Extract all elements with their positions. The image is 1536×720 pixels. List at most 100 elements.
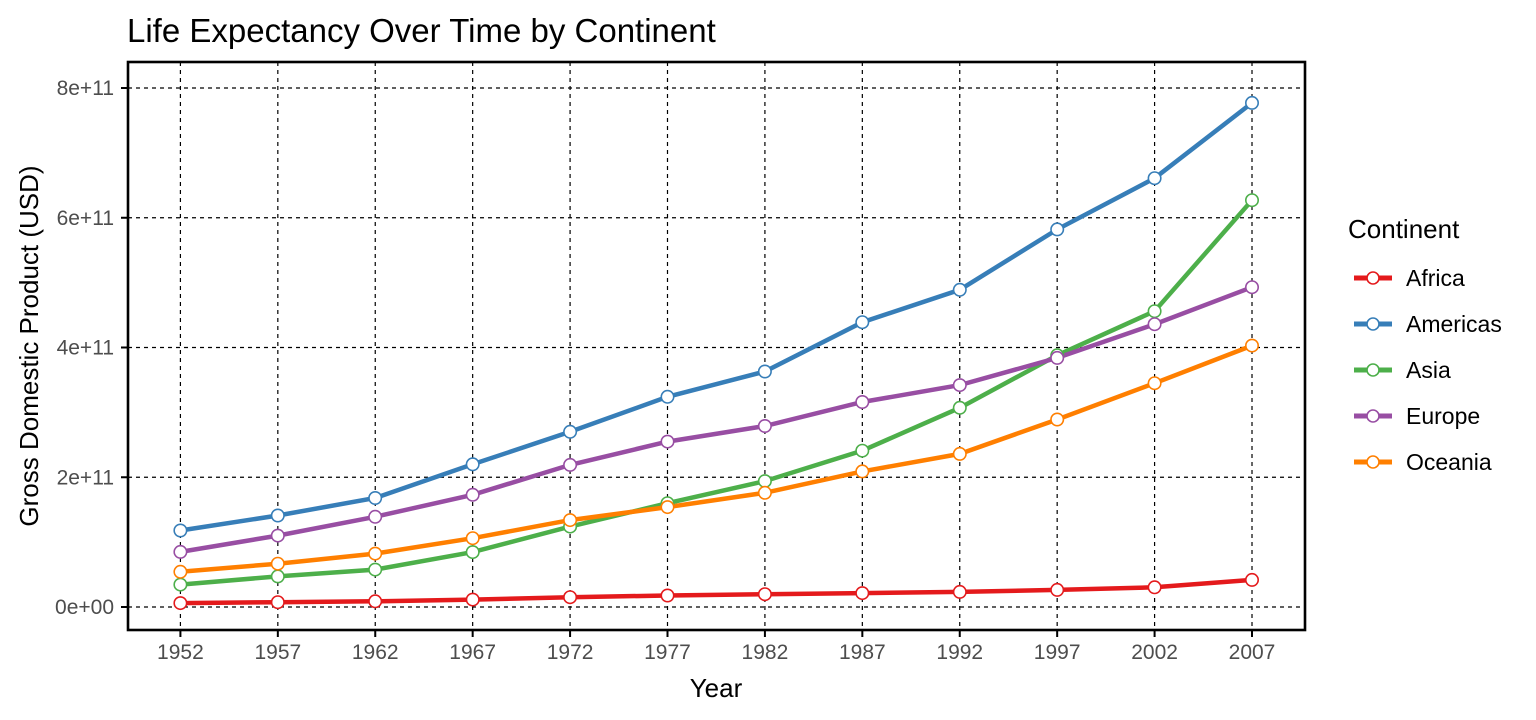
x-tick-label: 2007 xyxy=(1229,641,1276,664)
data-point-americas-1992 xyxy=(952,282,967,297)
data-point-europe-1972 xyxy=(563,457,578,472)
grid-layer xyxy=(128,62,1305,630)
y-tick-label: 6e+11 xyxy=(57,207,114,230)
series-line-oceania xyxy=(180,343,1253,575)
data-point-europe-1977 xyxy=(660,434,675,449)
data-point-americas-1957 xyxy=(270,508,285,523)
data-point-americas-1967 xyxy=(465,457,480,472)
data-point-asia-1952 xyxy=(173,577,188,592)
data-point-americas-2007 xyxy=(1245,95,1260,110)
data-point-europe-1957 xyxy=(270,528,285,543)
data-point-europe-1997 xyxy=(1050,350,1065,365)
data-point-oceania-1977 xyxy=(660,500,675,515)
data-point-oceania-2002 xyxy=(1147,376,1162,391)
series-line-americas xyxy=(180,101,1254,533)
data-point-africa-1962 xyxy=(368,594,383,609)
data-point-europe-1962 xyxy=(368,509,383,524)
series-points-europe xyxy=(173,280,1260,559)
legend-title: Continent xyxy=(1348,214,1460,244)
series-points xyxy=(173,95,1260,611)
data-point-africa-1982 xyxy=(757,587,772,602)
data-point-africa-2007 xyxy=(1245,572,1260,587)
legend-entry-europe: Europe xyxy=(1354,403,1480,429)
data-point-oceania-1992 xyxy=(952,446,967,461)
data-point-asia-1982 xyxy=(757,474,772,489)
panel-border xyxy=(126,60,1307,632)
data-point-americas-1952 xyxy=(173,523,188,538)
series-points-asia xyxy=(173,193,1260,592)
y-tick-label: 8e+11 xyxy=(57,77,114,100)
axis-ticks xyxy=(121,87,1254,637)
data-point-americas-1982 xyxy=(757,364,772,379)
legend-label-americas: Americas xyxy=(1406,311,1502,337)
legend-entry-asia: Asia xyxy=(1354,357,1451,383)
data-point-oceania-1952 xyxy=(173,564,188,579)
series-line-europe xyxy=(180,285,1253,555)
data-point-americas-1972 xyxy=(563,424,578,439)
data-point-africa-1987 xyxy=(855,586,870,601)
data-point-oceania-2007 xyxy=(1245,338,1260,353)
x-tick-label: 1957 xyxy=(254,641,301,664)
series-line-africa xyxy=(180,577,1253,606)
legend-entry-oceania: Oceania xyxy=(1354,449,1492,475)
data-point-oceania-1997 xyxy=(1050,412,1065,427)
data-point-europe-1987 xyxy=(855,394,870,409)
data-point-americas-1987 xyxy=(855,315,870,330)
legend-label-africa: Africa xyxy=(1406,265,1465,291)
x-axis-title: Year xyxy=(690,673,743,703)
data-point-asia-1957 xyxy=(270,569,285,584)
legend-entry-africa: Africa xyxy=(1354,265,1465,291)
legend-label-oceania: Oceania xyxy=(1406,449,1492,475)
data-point-asia-1992 xyxy=(952,400,967,415)
legend-entry-americas: Americas xyxy=(1354,311,1502,337)
y-tick-label: 4e+11 xyxy=(57,337,114,360)
data-point-europe-1967 xyxy=(465,487,480,502)
legend-key-marker-africa xyxy=(1366,271,1380,285)
x-tick-label: 2002 xyxy=(1131,641,1178,664)
x-tick-label: 1992 xyxy=(936,641,983,664)
series-points-oceania xyxy=(173,338,1260,579)
data-point-africa-1952 xyxy=(173,596,188,611)
data-point-europe-2002 xyxy=(1147,317,1162,332)
data-point-africa-1957 xyxy=(270,595,285,610)
data-point-africa-1997 xyxy=(1050,582,1065,597)
data-point-africa-1972 xyxy=(563,590,578,605)
y-tick-labels: 0e+00 2e+11 4e+11 6e+11 8e+11 xyxy=(55,77,114,619)
data-point-oceania-1957 xyxy=(270,556,285,571)
series-points-americas xyxy=(173,95,1260,538)
legend: Africa Americas Asia Europe Oceania xyxy=(1354,265,1502,475)
legend-label-europe: Europe xyxy=(1406,403,1480,429)
data-point-americas-1962 xyxy=(368,490,383,505)
data-point-americas-2002 xyxy=(1147,171,1162,186)
series-line-asia xyxy=(180,198,1254,587)
data-point-oceania-1967 xyxy=(465,531,480,546)
data-point-asia-1987 xyxy=(855,443,870,458)
legend-key-marker-europe xyxy=(1366,409,1380,423)
legend-key-marker-asia xyxy=(1366,363,1380,377)
data-point-oceania-1972 xyxy=(563,513,578,528)
x-tick-label: 1997 xyxy=(1034,641,1081,664)
data-point-asia-2007 xyxy=(1245,193,1260,208)
data-point-africa-2002 xyxy=(1147,580,1162,595)
legend-key-marker-oceania xyxy=(1366,455,1380,469)
data-point-europe-1992 xyxy=(952,378,967,393)
data-point-oceania-1987 xyxy=(855,464,870,479)
plot-title: Life Expectancy Over Time by Continent xyxy=(127,12,716,49)
series-points-africa xyxy=(173,572,1260,611)
x-tick-label: 1972 xyxy=(547,641,594,664)
legend-label-asia: Asia xyxy=(1406,357,1451,383)
data-point-europe-1982 xyxy=(757,418,772,433)
x-tick-label: 1952 xyxy=(157,641,204,664)
x-tick-label: 1977 xyxy=(644,641,691,664)
data-point-asia-1967 xyxy=(465,545,480,560)
y-tick-label: 2e+11 xyxy=(57,466,114,489)
data-point-africa-1967 xyxy=(465,592,480,607)
x-tick-label: 1967 xyxy=(449,641,496,664)
data-point-oceania-1962 xyxy=(368,546,383,561)
data-point-africa-1992 xyxy=(952,584,967,599)
data-point-asia-1962 xyxy=(368,562,383,577)
data-point-africa-1977 xyxy=(660,588,675,603)
data-point-europe-1952 xyxy=(173,544,188,559)
